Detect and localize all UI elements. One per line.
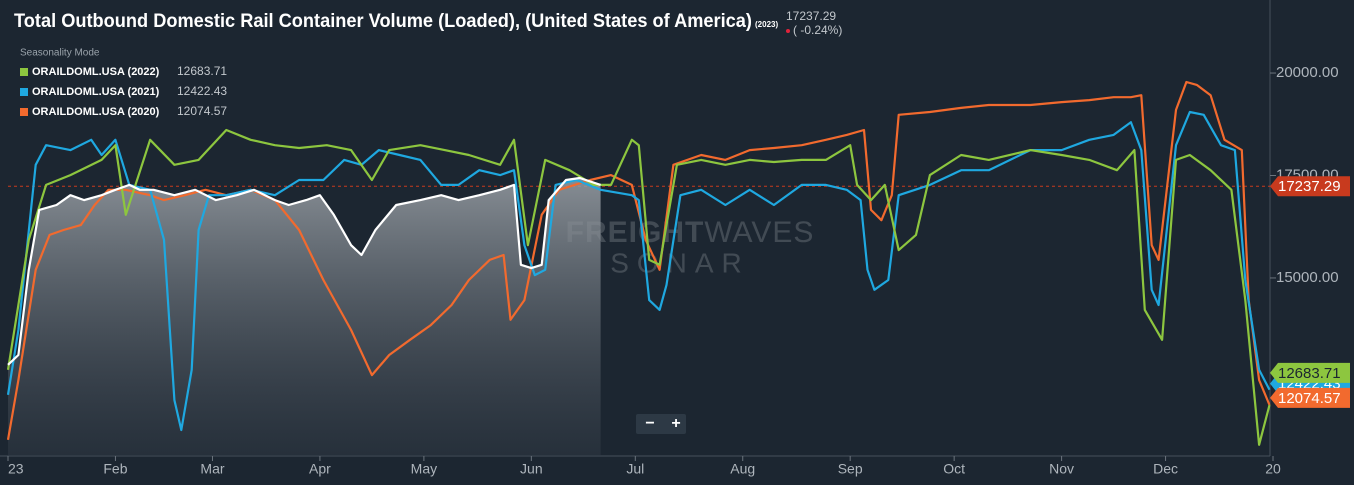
x-tick-label: Jun [520,461,543,477]
legend-value: 12074.57 [177,104,227,118]
legend-swatch [20,108,28,116]
x-tick-label: Dec [1153,461,1178,477]
legend-value: 12683.71 [177,64,227,78]
x-tick-label: Nov [1049,461,1074,477]
change-indicator [786,29,790,33]
x-tick-label: Aug [730,461,755,477]
mode-label: Seasonality Mode [20,48,100,59]
chart-title: Total Outbound Domestic Rail Container V… [14,11,752,32]
header-change: ( -0.24%) [793,23,842,37]
area [8,178,601,455]
series-line [7,176,601,366]
x-tick-label: Mar [200,461,224,477]
legend-label: ORAILDOML.USA (2022) [32,66,160,78]
y-tick-label: 20000.00 [1276,64,1339,81]
x-tick-label: Jul [626,461,644,477]
value-tag-label: 12683.71 [1278,365,1341,382]
value-tag-label: 12074.57 [1278,390,1341,407]
zoom-in[interactable]: + [671,415,680,432]
x-tick-label: Feb [103,461,127,477]
x-tick-label: Apr [309,461,331,477]
legend-label: ORAILDOML.USA (2021) [32,86,160,98]
x-tick-label: 23 [8,461,24,477]
x-tick-label: Oct [943,461,965,477]
x-tick-label: May [411,461,437,477]
header-value: 17237.29 [786,9,836,23]
x-tick-label: Sep [838,461,863,477]
legend-swatch [20,68,28,76]
watermark-brand: FREIGHTWAVES [566,216,815,249]
legend-swatch [20,88,28,96]
value-tag-label: 17237.29 [1278,178,1341,195]
series-line [6,128,1271,446]
watermark-brand-light: WAVES [704,216,814,249]
y-tick-label: 15000.00 [1276,269,1339,286]
watermark-product: SONAR [610,247,750,278]
x-tick-label: 20 [1265,461,1281,477]
zoom-out[interactable]: − [645,415,654,432]
value-tag [1270,362,1350,383]
value-tag [1270,387,1350,408]
legend-value: 12422.43 [177,84,227,98]
overlay: Total Outbound Domestic Rail Container V… [14,9,1350,434]
legend-label: ORAILDOML.USA (2020) [32,106,160,118]
value-tag [1270,176,1350,197]
zoom-control [636,414,686,434]
series-line [6,80,1271,440]
title-year: (2023) [755,20,778,29]
series-line [6,110,1271,432]
